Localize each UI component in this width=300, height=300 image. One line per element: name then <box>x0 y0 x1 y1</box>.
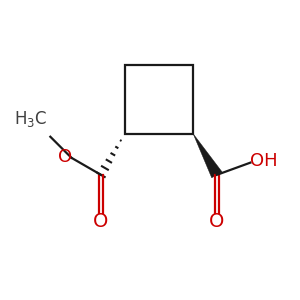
Text: OH: OH <box>250 152 278 170</box>
Polygon shape <box>193 134 222 178</box>
Text: O: O <box>209 212 225 231</box>
Text: O: O <box>93 212 109 231</box>
Text: H$_3$C: H$_3$C <box>14 109 47 129</box>
Text: O: O <box>58 148 72 166</box>
